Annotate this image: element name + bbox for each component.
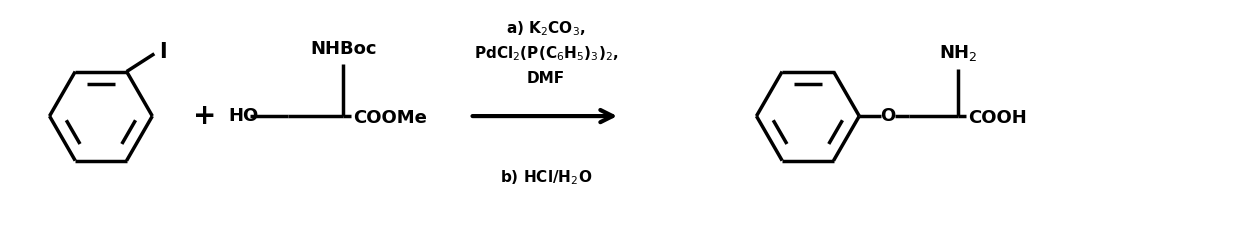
Text: COOH: COOH (968, 109, 1027, 127)
Text: a) K$_2$CO$_3$,: a) K$_2$CO$_3$, (506, 20, 585, 38)
Text: NHBoc: NHBoc (310, 40, 377, 58)
Text: I: I (159, 42, 167, 62)
Text: COOMe: COOMe (353, 109, 427, 127)
Text: O: O (880, 107, 895, 125)
Text: +: + (193, 102, 217, 130)
Text: HO: HO (228, 107, 259, 125)
Text: PdCl$_2$(P(C$_6$H$_5$)$_3$)$_2$,: PdCl$_2$(P(C$_6$H$_5$)$_3$)$_2$, (474, 45, 619, 63)
Text: DMF: DMF (527, 71, 565, 86)
Text: b) HCl/H$_2$O: b) HCl/H$_2$O (500, 168, 591, 187)
Text: NH$_2$: NH$_2$ (939, 43, 977, 63)
